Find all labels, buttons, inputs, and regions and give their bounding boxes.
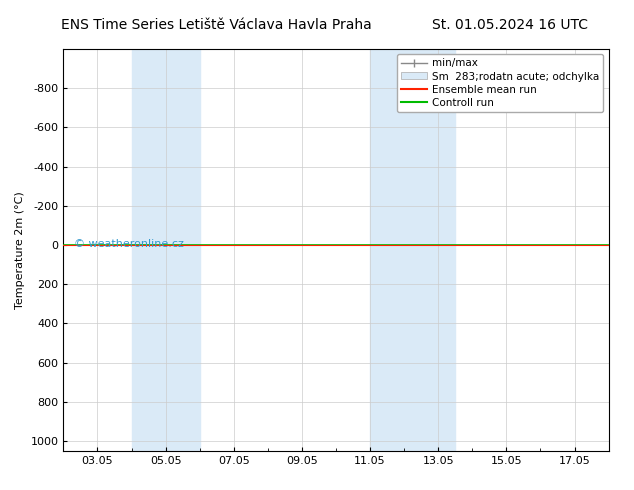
Text: St. 01.05.2024 16 UTC: St. 01.05.2024 16 UTC <box>432 18 588 32</box>
Text: © weatheronline.cz: © weatheronline.cz <box>74 239 184 249</box>
Text: ENS Time Series Letiště Václava Havla Praha: ENS Time Series Letiště Václava Havla Pr… <box>61 18 372 32</box>
Bar <box>132 49 200 451</box>
Bar <box>370 49 455 451</box>
Y-axis label: Temperature 2m (°C): Temperature 2m (°C) <box>15 191 25 309</box>
Legend: min/max, Sm  283;rodatn acute; odchylka, Ensemble mean run, Controll run: min/max, Sm 283;rodatn acute; odchylka, … <box>397 54 604 112</box>
